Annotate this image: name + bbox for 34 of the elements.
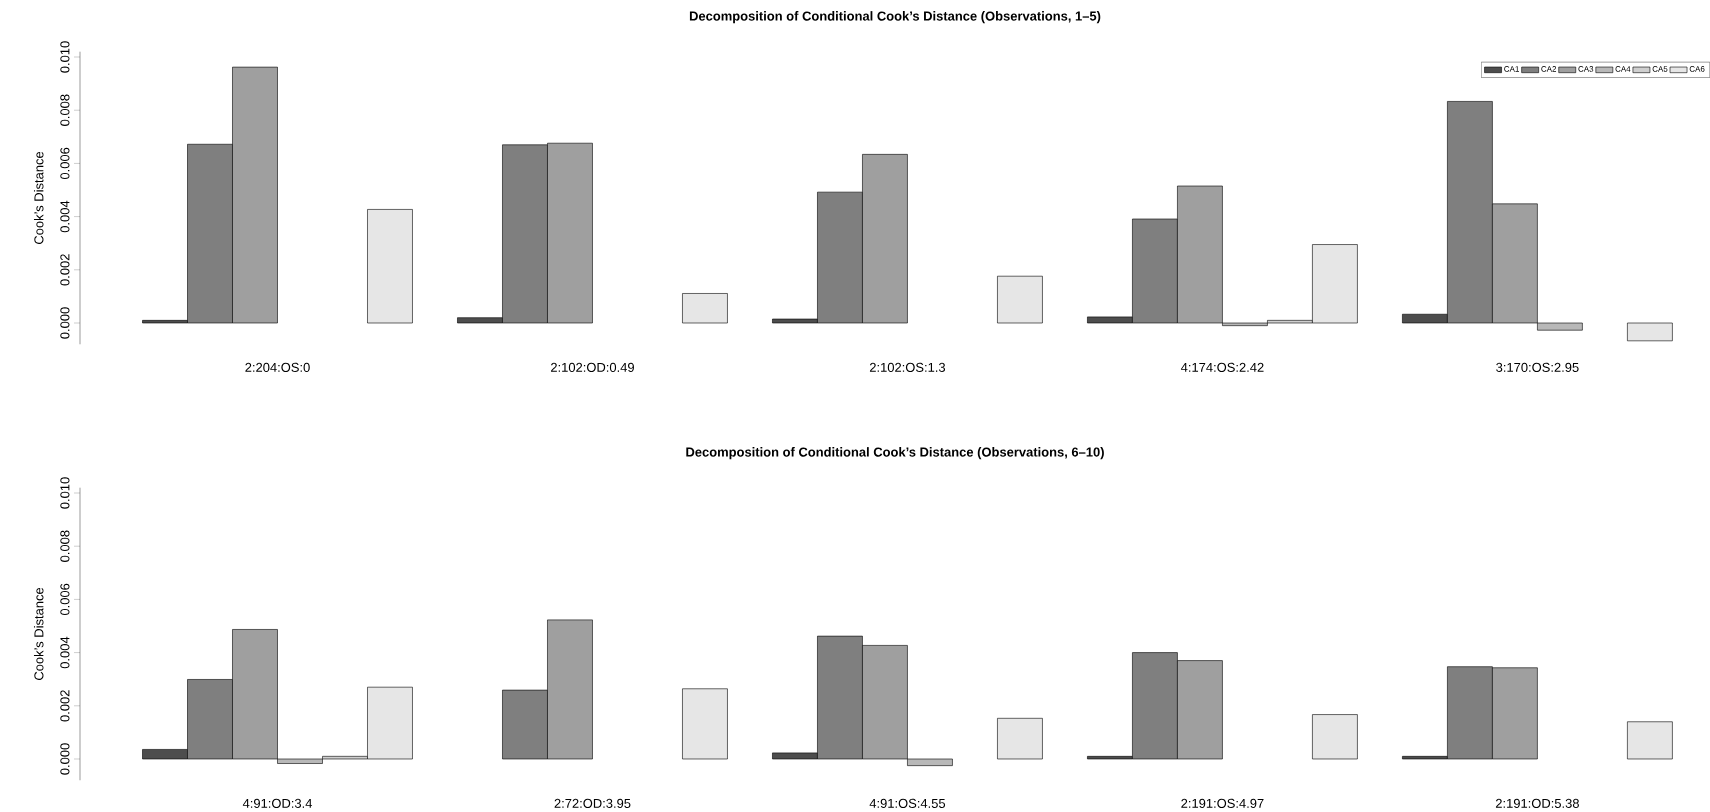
bar [997,717,1043,760]
y-tick-label: 0.010 [60,477,70,509]
x-tick-label: 2:102:OD:0.49 [551,362,634,372]
bar [1627,322,1673,341]
x-tick-label: 2:102:OS:1.3 [869,362,946,372]
x-tick-label: 2:72:OD:3.95 [554,798,631,808]
y-tick-label: 0.008 [60,530,70,562]
x-tick-label: 4:174:OS:2.42 [1180,362,1264,372]
chart-title: Decomposition of Conditional Cook’s Distance (Observations, 6–10) [686,446,1104,460]
bar [1312,714,1358,760]
x-tick-label: 3:170:OS:2.95 [1496,362,1579,372]
y-tick-label: 0.008 [60,94,70,126]
x-tick-label: 2:204:OS:0 [245,362,310,372]
bar [682,688,728,760]
y-tick-label: 0.004 [60,200,70,233]
bar [682,293,728,324]
chart-title: Decomposition of Conditional Cook’s Distance (Observations, 1–5) [689,10,1101,24]
x-tick-label: 2:191:OS:4.97 [1181,798,1264,808]
y-tick-label: 0.002 [60,254,70,286]
x-tick-label: 2:191:OD:5.38 [1495,798,1579,808]
y-tick-label: 0.006 [60,147,70,179]
bar [1627,721,1673,760]
y-tick-label: 0.006 [60,583,70,615]
y-axis-title: Cook’s Distance [33,587,44,680]
y-tick-label: 0.000 [60,743,70,775]
y-tick-label: 0.004 [60,636,70,669]
y-axis-title: Cook’s Distance [33,151,44,244]
y-tick-label: 0.010 [60,41,70,73]
y-tick-label: 0.002 [60,690,70,722]
x-tick-label: 4:91:OS:4.55 [869,798,946,808]
bar [367,208,413,324]
bar [997,275,1043,324]
y-tick-label: 0.000 [60,307,70,339]
x-tick-label: 4:91:OD:3.4 [242,798,313,808]
